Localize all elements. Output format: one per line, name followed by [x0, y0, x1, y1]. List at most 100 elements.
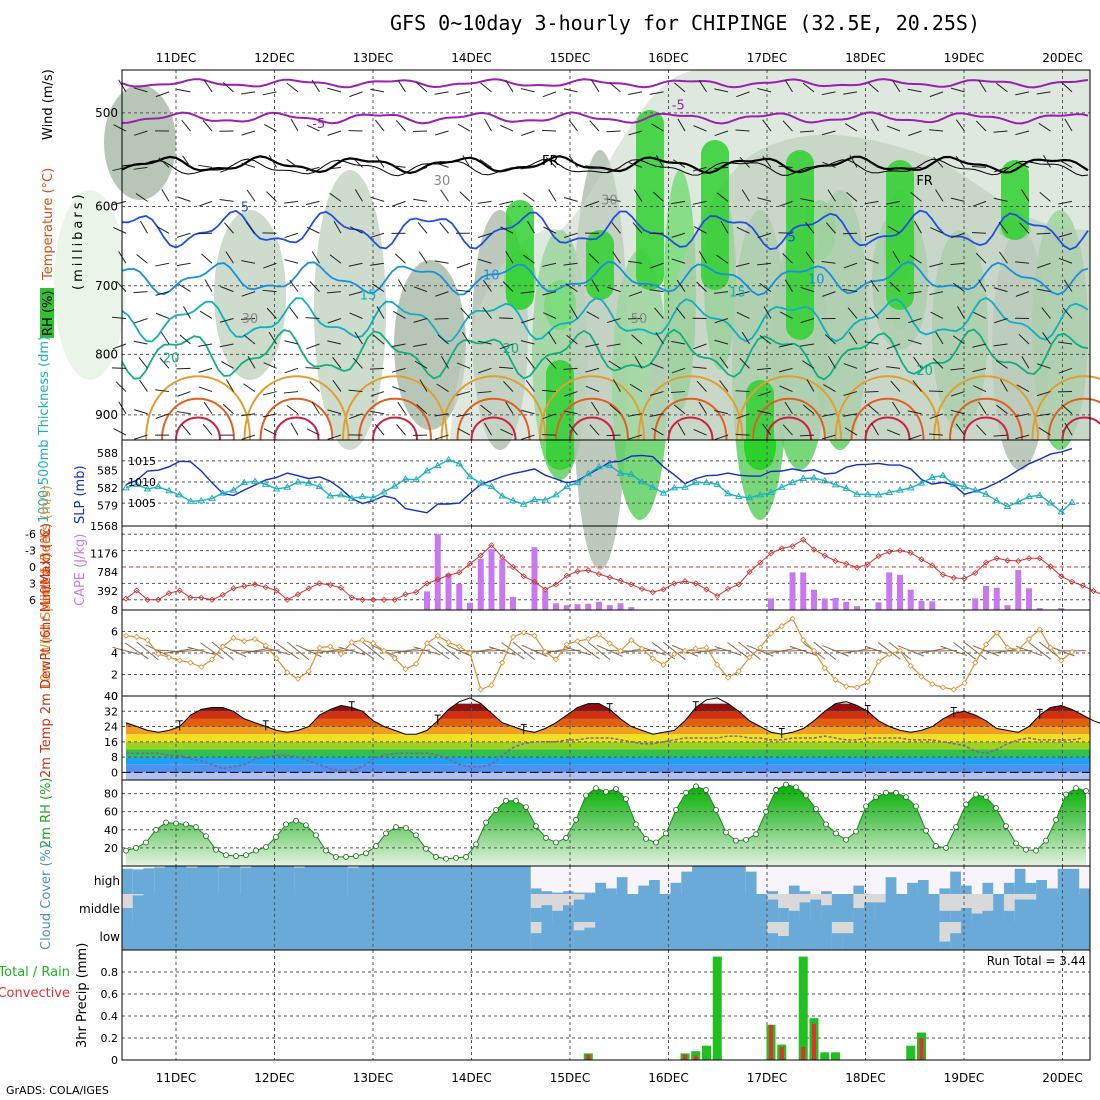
- wind-barb: [867, 404, 879, 415]
- wind-barb: [671, 340, 686, 345]
- cloud-cell: [487, 866, 499, 894]
- wind-barb: [243, 334, 256, 345]
- thickness-point: [433, 461, 442, 469]
- temp-band: [126, 726, 1090, 735]
- wind-barb: [352, 157, 363, 168]
- lifted-index-point: [488, 542, 495, 549]
- wind-barb: [870, 118, 879, 132]
- wind-barb: [566, 334, 578, 345]
- temp-ylabel: 2m Temp 2m DewPt (6hr Min/Max) (°C): [39, 523, 54, 778]
- wind-barb: [563, 410, 578, 415]
- wind-barb: [241, 413, 256, 417]
- wind-barb: [1015, 261, 1030, 264]
- surface-wind-barb: [145, 644, 172, 658]
- wind-barb: [459, 191, 471, 202]
- contour-label: 5: [241, 201, 249, 216]
- wind-barb: [825, 222, 836, 234]
- wind-barb: [241, 162, 256, 168]
- surface-wind-barb: [187, 646, 215, 656]
- cloud-cell: [541, 891, 553, 894]
- wind-barb: [305, 367, 320, 369]
- rh-point: [783, 781, 789, 788]
- lifted-index-point: [649, 589, 656, 596]
- wind-barb: [1000, 379, 1008, 392]
- thickness-point: [197, 496, 206, 504]
- wind-barb: [477, 258, 492, 264]
- wind-barb: [589, 120, 600, 132]
- lifted-index-point: [746, 568, 753, 575]
- wind-barb: [113, 428, 127, 436]
- surface-warm-contour: [555, 397, 629, 441]
- lifted-index-point: [230, 585, 237, 592]
- rh-point: [743, 836, 749, 843]
- cloud-clear-cell: [1003, 866, 1016, 894]
- cape-bar: [477, 558, 484, 610]
- cape-bar: [606, 605, 613, 610]
- thickness-point: [1025, 492, 1033, 500]
- thickness-point: [831, 480, 840, 488]
- thickness-point: [122, 483, 130, 491]
- temp-tick-label: 40: [104, 690, 118, 703]
- wind-barb: [1059, 159, 1073, 168]
- run-total-label: Run Total = 3.44: [987, 954, 1086, 968]
- thickness-point: [648, 483, 657, 490]
- wind-barb: [306, 343, 320, 350]
- cape-bar: [499, 559, 506, 610]
- cloud-cell: [541, 905, 553, 922]
- wind-barb: [952, 335, 965, 345]
- wind-barb: [589, 424, 600, 436]
- thickness-point: [949, 480, 958, 487]
- wind-barb: [993, 434, 1008, 437]
- wind-barb: [842, 232, 858, 235]
- cloud-cell: [487, 894, 499, 922]
- temp-band: [126, 757, 1090, 765]
- temp-tick-label: 32: [104, 705, 118, 718]
- thickness-point: [337, 490, 345, 498]
- wind-barb: [203, 79, 213, 93]
- wind-barb: [821, 130, 836, 136]
- cloud-cell: [971, 922, 983, 950]
- wind-barb: [305, 317, 320, 319]
- rh-point: [473, 841, 479, 848]
- wind-barb: [332, 356, 342, 369]
- cloud-cell: [326, 894, 338, 922]
- cape-bar: [1058, 608, 1065, 610]
- wind-barb: [520, 409, 535, 415]
- surface-wind-barb: [136, 641, 159, 661]
- wind-barb: [241, 434, 256, 440]
- cloud-cell: [788, 922, 801, 950]
- wind-barb: [396, 424, 406, 436]
- wind-barb: [973, 311, 987, 319]
- thickness-point: [315, 482, 324, 490]
- thickness-point: [906, 483, 915, 491]
- surface-wind-barb: [953, 642, 976, 660]
- wind-barb: [629, 383, 643, 392]
- cloud-cell: [606, 922, 618, 950]
- wind-barb: [397, 79, 406, 93]
- rh-point: [1013, 840, 1019, 847]
- wind-barb: [907, 166, 922, 169]
- contour-label: FR: [542, 154, 559, 169]
- thickness-point: [595, 462, 603, 470]
- cloud-clear-cell: [584, 866, 596, 894]
- wind-speed-point: [746, 654, 753, 661]
- wind-barb: [327, 340, 342, 345]
- cloud-cell: [229, 894, 241, 922]
- wind-barb: [951, 391, 965, 397]
- wind-speed-point: [520, 629, 527, 636]
- wind-barb: [757, 232, 772, 239]
- lifted-index-point: [714, 592, 721, 600]
- wind-barb: [843, 288, 858, 293]
- cape-bar: [563, 605, 570, 610]
- wind-barb: [971, 232, 987, 234]
- rh-area: [126, 784, 1086, 866]
- wind-barb: [806, 379, 815, 392]
- wind-barb: [993, 343, 1008, 347]
- cape-bar: [843, 601, 850, 610]
- wind-barb: [564, 232, 578, 239]
- cloud-cell: [294, 922, 306, 950]
- rh-point: [223, 852, 229, 859]
- cloud-cell: [294, 894, 306, 922]
- thickness-point: [659, 489, 668, 496]
- frames-layer: [121, 69, 1091, 1061]
